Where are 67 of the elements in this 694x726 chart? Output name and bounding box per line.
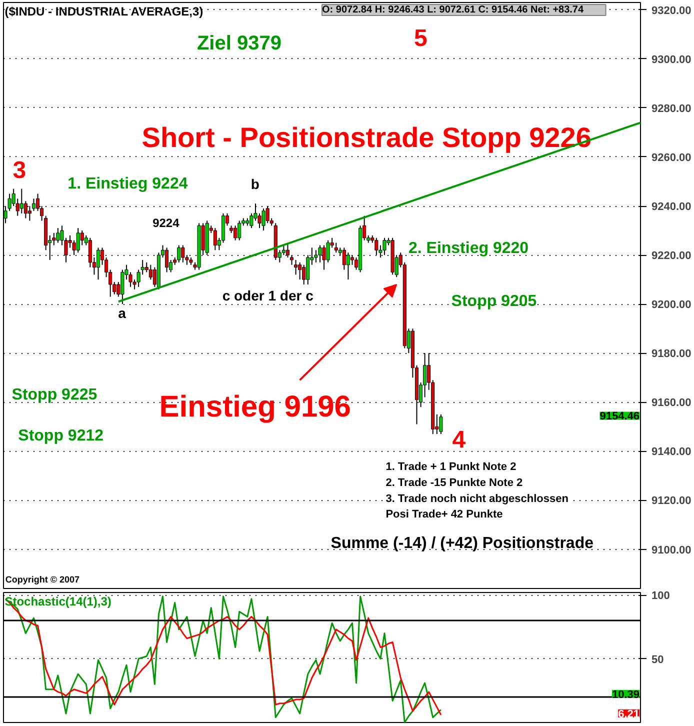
candlestick — [234, 225, 238, 241]
y-tick-label: 9160.00 — [652, 397, 692, 410]
annotation: a — [118, 305, 126, 322]
y-tick-label: 9220.00 — [652, 250, 692, 262]
annotation: 1. Trade + 1 Punkt Note 2 — [386, 461, 516, 474]
candlestick — [20, 188, 24, 214]
candlestick — [298, 262, 302, 280]
y-tick-label: 9260.00 — [652, 152, 692, 164]
y-tick-label: 9240.00 — [652, 201, 692, 214]
y-tick-label: 9320.00 — [652, 4, 692, 17]
candlestick — [374, 237, 378, 256]
annotation: Short - Positionstrade Stopp 9226 — [142, 122, 592, 153]
candlestick — [334, 242, 338, 254]
candlestick — [177, 244, 181, 263]
y-tick-label: 9140.00 — [652, 446, 692, 458]
y-tick-label: 100 — [652, 590, 670, 602]
annotation: Ziel 9379 — [196, 32, 282, 55]
annotation: c oder 1 der c — [222, 288, 314, 304]
chart-subtitle: O: 9072.84 H: 9246.43 L: 9072.61 C: 9154.46 Net: +83.74 — [322, 4, 584, 16]
candlestick — [181, 244, 185, 263]
annotation: 9224 — [152, 216, 180, 230]
candlestick — [120, 269, 124, 305]
annotation: Summe (-14) / (+42) Positionstrade — [330, 534, 594, 552]
candlestick — [24, 200, 28, 219]
annotation: Stopp 9225 — [12, 386, 98, 404]
annotation: 1. Einstieg 9224 — [68, 176, 188, 193]
candlestick — [346, 252, 350, 280]
candlestick — [238, 220, 242, 241]
annotation: Einstieg 9196 — [159, 390, 351, 424]
candlestick — [262, 208, 266, 232]
candlestick — [286, 242, 290, 258]
y-tick-label: 9180.00 — [652, 348, 692, 360]
y-tick-label: 50 — [652, 654, 664, 666]
annotation: 4 — [452, 426, 466, 454]
y-tick-label: 9280.00 — [652, 102, 692, 115]
candlestick — [290, 254, 294, 266]
annotation: Stopp 9205 — [451, 292, 537, 310]
candlestick — [282, 244, 286, 256]
annotation: 5 — [414, 25, 428, 52]
text: 10.39 — [612, 688, 640, 701]
annotation: Stopp 9212 — [18, 428, 104, 445]
candlestick — [439, 414, 443, 435]
annotation: 2. Einstieg 9220 — [408, 240, 529, 258]
candlestick — [213, 228, 217, 251]
candlestick — [322, 244, 326, 270]
annotation: Posi Trade+ 42 Punkte — [386, 508, 503, 521]
candlestick — [96, 247, 100, 280]
candlestick — [294, 259, 298, 276]
annotation: 3 — [12, 157, 26, 184]
annotation: Copyright © 2007 — [5, 574, 80, 585]
candlestick — [306, 254, 310, 285]
candlestick — [32, 198, 36, 212]
annotation: 3. Trade noch nicht abgeschlossen — [386, 492, 569, 505]
candlestick — [56, 228, 60, 244]
candlestick — [76, 228, 80, 254]
candlestick — [165, 247, 169, 273]
annotation: 2. Trade -15 Punkte Note 2 — [386, 477, 523, 490]
text: 6.21 — [618, 708, 640, 720]
candlestick — [382, 237, 386, 256]
y-tick-label: 9100.00 — [652, 544, 692, 556]
candlestick — [350, 254, 354, 266]
y-tick-label: 9120.00 — [652, 495, 692, 508]
chart-title: ($INDU - INDUSTRIAL AVERAGE,3) — [4, 4, 204, 18]
annotation: b — [250, 176, 260, 192]
y-tick-label: 9200.00 — [652, 299, 692, 312]
y-tick-label: 9300.00 — [652, 54, 692, 66]
candlestick — [318, 244, 322, 263]
